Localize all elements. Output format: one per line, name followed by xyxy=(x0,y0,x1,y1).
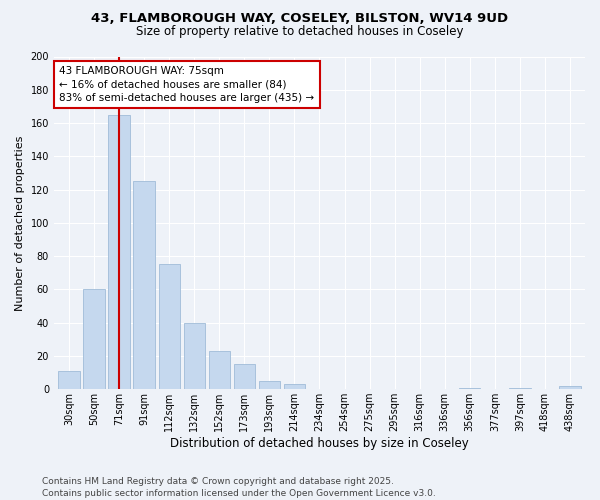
Bar xyxy=(158,264,180,389)
Y-axis label: Number of detached properties: Number of detached properties xyxy=(15,135,25,310)
Text: 43 FLAMBOROUGH WAY: 75sqm
← 16% of detached houses are smaller (84)
83% of semi-: 43 FLAMBOROUGH WAY: 75sqm ← 16% of detac… xyxy=(59,66,314,103)
X-axis label: Distribution of detached houses by size in Coseley: Distribution of detached houses by size … xyxy=(170,437,469,450)
Bar xyxy=(133,181,155,389)
Bar xyxy=(109,114,130,389)
Bar xyxy=(209,351,230,389)
Bar xyxy=(83,290,104,389)
Bar xyxy=(459,388,481,389)
Bar xyxy=(259,381,280,389)
Bar xyxy=(559,386,581,389)
Text: 43, FLAMBOROUGH WAY, COSELEY, BILSTON, WV14 9UD: 43, FLAMBOROUGH WAY, COSELEY, BILSTON, W… xyxy=(91,12,509,26)
Bar xyxy=(509,388,530,389)
Bar xyxy=(58,371,80,389)
Bar xyxy=(233,364,255,389)
Bar xyxy=(184,322,205,389)
Text: Size of property relative to detached houses in Coseley: Size of property relative to detached ho… xyxy=(136,24,464,38)
Bar xyxy=(284,384,305,389)
Text: Contains HM Land Registry data © Crown copyright and database right 2025.
Contai: Contains HM Land Registry data © Crown c… xyxy=(42,476,436,498)
